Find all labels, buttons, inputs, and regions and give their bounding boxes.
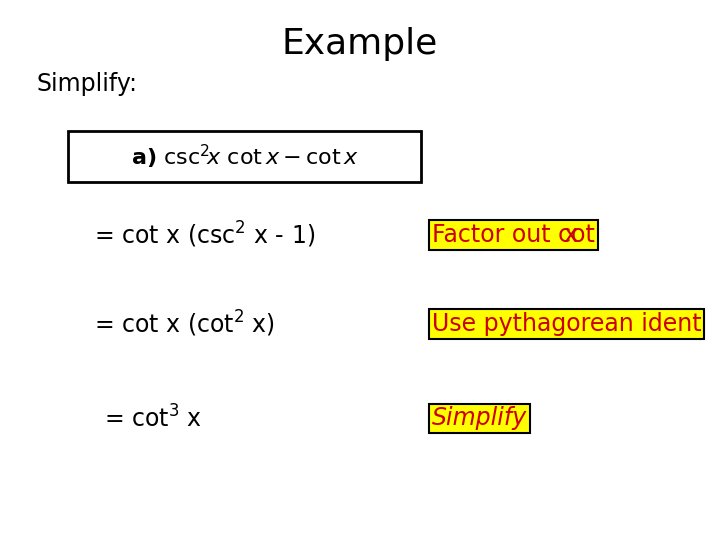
Text: = cot x (csc$^2$ x - 1): = cot x (csc$^2$ x - 1) xyxy=(94,220,315,250)
Text: $\mathbf{a)}\ \mathrm{csc}^{2}\!x\ \mathrm{cot}\,x - \mathrm{cot}\,x$: $\mathbf{a)}\ \mathrm{csc}^{2}\!x\ \math… xyxy=(131,143,359,171)
Text: Factor out cot: Factor out cot xyxy=(432,223,595,247)
Text: = cot$^3$ x: = cot$^3$ x xyxy=(104,405,202,432)
Text: x: x xyxy=(563,223,577,247)
FancyBboxPatch shape xyxy=(68,131,421,183)
Text: Simplify: Simplify xyxy=(432,407,527,430)
Text: Simplify:: Simplify: xyxy=(36,72,137,96)
Text: = cot x (cot$^2$ x): = cot x (cot$^2$ x) xyxy=(94,309,274,339)
Text: Use pythagorean ident: Use pythagorean ident xyxy=(432,312,701,336)
Text: Example: Example xyxy=(282,27,438,61)
